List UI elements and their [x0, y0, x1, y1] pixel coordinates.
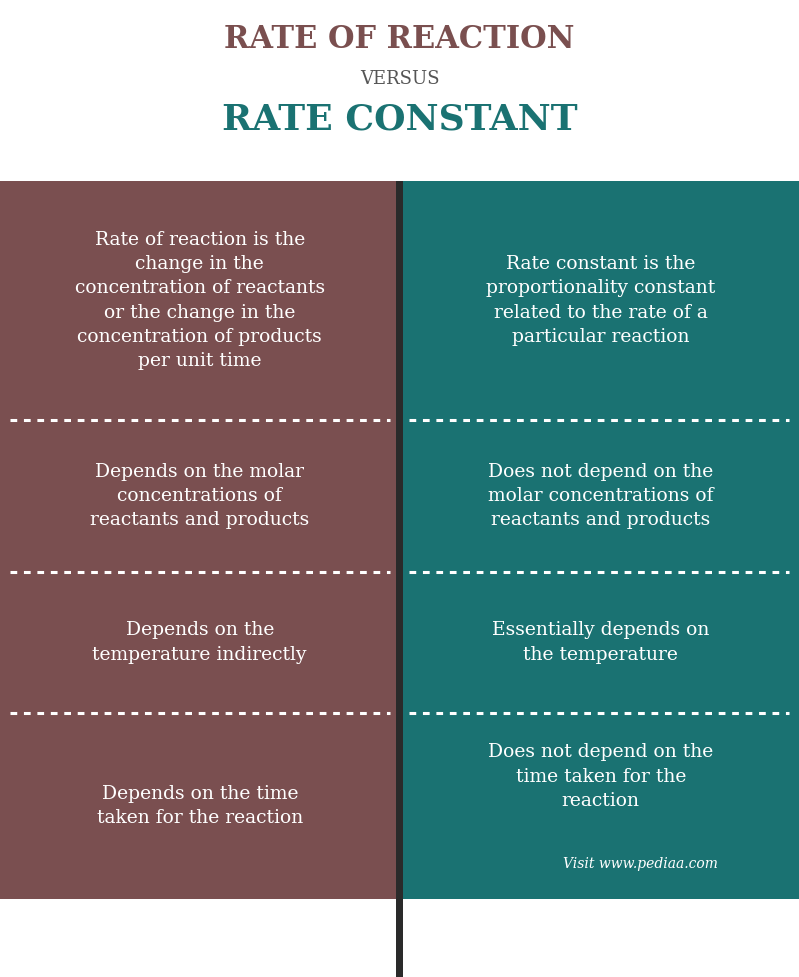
Bar [403, 713, 799, 899]
Bar [403, 572, 799, 713]
Bar [0, 420, 396, 572]
Text: Essentially depends on
the temperature: Essentially depends on the temperature [492, 621, 710, 663]
Text: Depends on the molar
concentrations of
reactants and products: Depends on the molar concentrations of r… [90, 462, 309, 530]
Bar [0, 181, 396, 420]
Text: Depends on the time
taken for the reaction: Depends on the time taken for the reacti… [97, 785, 303, 828]
Bar [0, 572, 396, 713]
Bar [403, 181, 799, 420]
Text: RATE OF REACTION: RATE OF REACTION [225, 24, 574, 56]
Bar [396, 181, 403, 977]
Text: RATE CONSTANT: RATE CONSTANT [221, 103, 578, 137]
Text: Rate of reaction is the
change in the
concentration of reactants
or the change i: Rate of reaction is the change in the co… [74, 231, 325, 370]
Text: VERSUS: VERSUS [360, 70, 439, 88]
Bar [403, 420, 799, 572]
Text: Visit www.pediaa.com: Visit www.pediaa.com [563, 858, 718, 871]
Text: Rate constant is the
proportionality constant
related to the rate of a
particula: Rate constant is the proportionality con… [487, 255, 715, 346]
Bar [0, 713, 396, 899]
Text: Does not depend on the
time taken for the
reaction: Does not depend on the time taken for th… [488, 743, 714, 810]
Text: Does not depend on the
molar concentrations of
reactants and products: Does not depend on the molar concentrati… [488, 462, 714, 530]
Text: Depends on the
temperature indirectly: Depends on the temperature indirectly [93, 621, 307, 663]
